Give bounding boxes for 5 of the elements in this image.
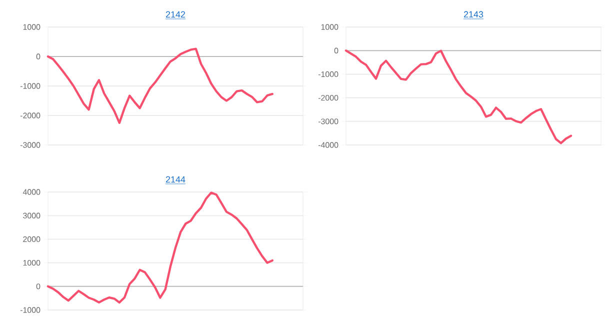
chart-title: 2143 xyxy=(464,11,484,18)
chart-title: 2142 xyxy=(166,11,186,18)
line-series xyxy=(46,192,274,304)
line-series xyxy=(46,48,274,124)
chart-title: 2144 xyxy=(166,176,186,183)
